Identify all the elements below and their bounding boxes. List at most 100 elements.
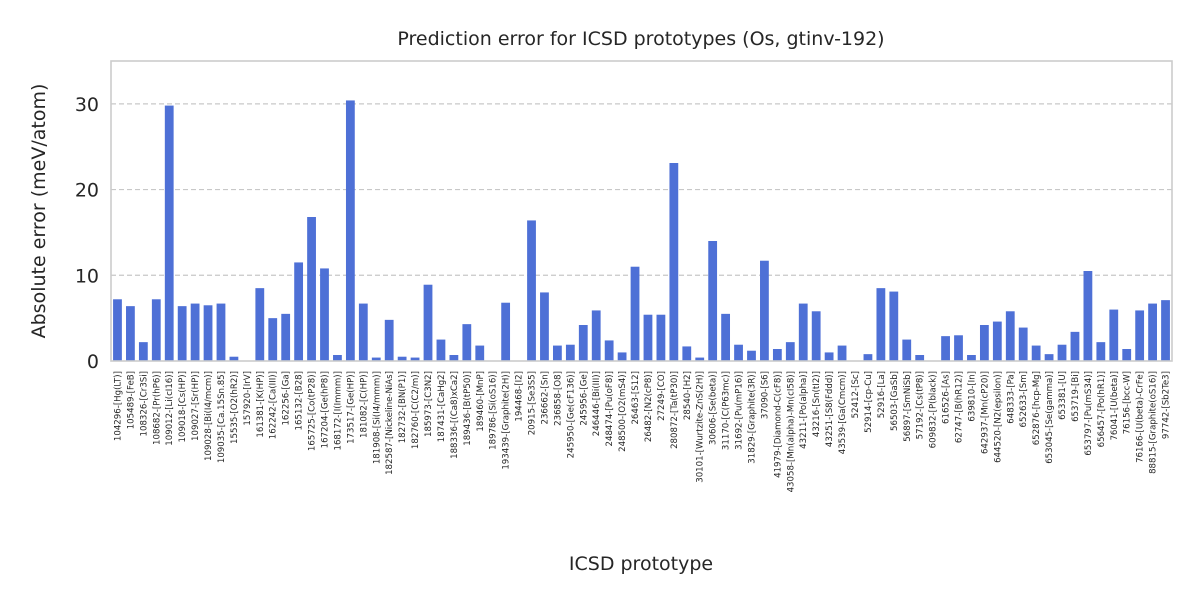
bar [333,355,342,361]
bar [216,303,226,361]
x-tick-label: 57192-[Cs(tP8)] [916,371,926,439]
x-tick-label: 43216-[Sn(tI2)] [812,371,822,437]
x-tick-label: 108682-[Pr(hP6)] [152,371,162,445]
x-tick-label: 56897-[SmNiSb] [903,371,913,442]
x-tick-label: 109035-[Ca.15Sn.85] [217,371,227,463]
bar [954,335,963,361]
bars [113,100,1170,361]
x-tick-label: 167204-[Ge(hP8)] [320,371,330,448]
x-tick-label: 236662-[Sn] [540,371,550,425]
bar [979,325,989,361]
bar [1135,310,1145,361]
x-tick-label: 182732-[BN(P1)] [398,371,408,443]
bar [811,311,821,361]
bar [785,342,795,361]
x-tick-label: 648333-[Pa] [1006,371,1016,424]
bar [889,291,899,361]
bar [591,310,601,361]
bar [1083,271,1093,361]
bar [177,306,187,361]
bar [358,303,368,361]
x-tick-label: 56503-[GaSb] [890,371,900,431]
x-tick-label: 168172-[I(Immm)] [333,371,343,451]
bar [992,321,1002,361]
x-tick-label: 37090-[S6] [760,371,770,419]
x-tick-label: 187431-[CaHg2] [437,371,447,442]
bar [527,220,536,361]
x-tick-label: 26482-[N2(cP8)] [644,371,654,442]
x-tick-label: 43251-[S8(Fddd)] [825,371,835,447]
bar [371,357,381,361]
x-tick-label: 28540-[H2] [683,371,693,420]
bar [876,288,886,361]
y-tick-label: 20 [75,180,99,202]
x-tick-label: 193439-[Graphite(2H)] [502,371,512,470]
bar [320,268,329,361]
x-tick-label: 31170-[C(P63mc)] [722,371,732,450]
x-tick-label: 30606-[Se(beta)] [709,371,719,445]
x-tick-label: 161381-[K(HP)] [256,371,266,438]
x-tick-label: 246446-[Bi(III)] [592,371,602,436]
x-tick-label: 639810-[In] [967,371,977,422]
x-tick-label: 109012-[Li(cI16)] [165,371,175,446]
y-tick-label: 0 [87,351,99,373]
x-tick-label: 109028-[Bi(I4/mcm)] [204,371,214,461]
x-tick-label: 652633-[Sm] [1019,371,1029,427]
x-tick-label: 15535-[O2(hR2)] [230,371,240,444]
bar [397,356,407,361]
bar [436,339,446,361]
x-tick-label: 165132-[B28] [295,371,305,430]
bar [164,105,174,361]
bar [229,356,239,361]
bar [915,355,925,361]
bar [630,266,640,361]
x-tick-label: 52916-[La] [877,371,887,418]
y-tick-label: 10 [75,265,99,287]
bar [345,100,355,361]
x-tick-label: 52914-[cp-Cu] [864,371,874,433]
bar [824,352,834,361]
x-tick-label: 43058-[Mn(alpha)-Mn(cI58)] [786,371,796,492]
y-axis-label: Absolute error (meV/atom) [28,84,50,339]
bar [151,299,161,361]
bar [695,357,705,361]
x-tick-label: 656457-[Po(hR1)] [1097,371,1107,447]
bar [1161,300,1170,361]
bar [552,345,562,361]
x-tick-label: 236858-[O8] [553,371,563,426]
x-tick-label: 26463-[S12] [631,371,641,425]
x-tick-label: 189460-[MnP] [476,371,486,432]
grid-lines [111,103,1172,276]
bar [1057,344,1067,361]
bar [410,357,420,361]
x-tick-label: 31829-[Graphite(3R)] [747,371,757,464]
x-tick-label: 189436-[B(tP50)] [463,371,473,446]
x-tick-label: 194468-[I2] [515,371,525,422]
x-tick-labels: 104296-[Hg(LT)] 105489-[FeB] 108326-[Cr3Si… [113,371,1171,492]
x-tick-label: 245956-[Ge] [579,371,589,426]
bar [669,163,679,361]
x-tick-label: 653381-[U] [1058,371,1068,420]
x-tick-label: 182760-[C(C2/m)] [411,371,421,449]
bar [475,345,485,361]
bar [863,354,873,361]
bar [281,313,291,361]
bar [268,318,278,361]
bar [734,344,743,361]
x-tick-label: 189786-[Si(oS16)] [489,371,499,450]
x-tick-label: 104296-[Hg(LT)] [113,371,123,441]
x-tick-label: 182587-[Nickeline-NiAs] [385,371,395,475]
x-tick-label: 653797-[Pu(mS34)] [1084,371,1094,456]
plot-frame [110,60,1173,362]
bar [255,288,265,361]
bar [190,303,200,361]
bar [294,262,304,361]
bar [501,302,511,361]
bar [643,314,653,361]
bar [747,350,756,361]
x-tick-label: 185973-[C3N2] [424,371,434,437]
x-tick-label: 652876-[hcp-Mg] [1032,371,1042,445]
bar [837,345,847,361]
bar [578,325,588,361]
